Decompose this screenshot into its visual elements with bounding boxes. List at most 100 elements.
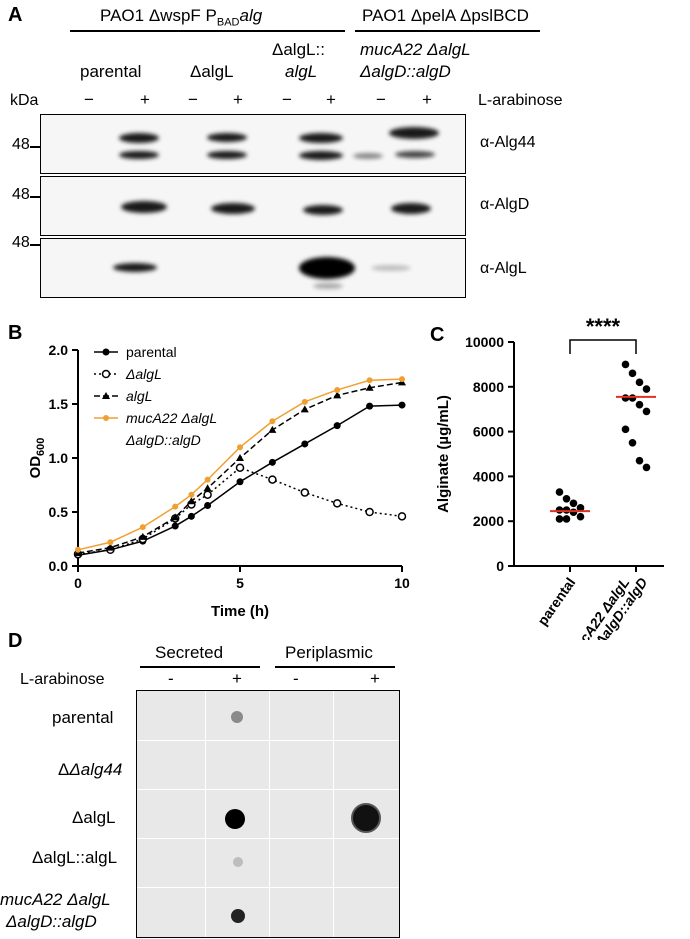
point-algl [300, 405, 309, 413]
data-point [621, 360, 630, 369]
x-tick-label: 5 [236, 575, 244, 591]
dot-blot-membrane [136, 690, 400, 938]
blot-algd [40, 176, 466, 236]
point-muca22 [75, 546, 81, 553]
point-parental [398, 401, 406, 409]
algd-label: α-AlgD [480, 196, 530, 213]
point-muca22 [107, 539, 114, 546]
d-row-muca22-1: mucA22 ΔalgL [0, 890, 111, 909]
panel-a-header-right: PAO1 ΔpelA ΔpslBCD [362, 6, 529, 25]
data-point [555, 488, 564, 496]
header-left-line [70, 30, 345, 32]
point-algl [333, 391, 342, 399]
alginate-chart: 0 2000 4000 6000 8000 10000 Alginate (µg/mL) **… [435, 314, 664, 640]
data-point [562, 506, 571, 514]
y-tick-label: 8000 [473, 379, 504, 395]
secreted-line [140, 666, 260, 668]
point-algl [365, 383, 374, 391]
dot-algl-secreted [225, 809, 245, 829]
data-point [635, 400, 644, 409]
lane-algl-comp-2: algL [285, 62, 318, 81]
marker-tick-2 [30, 196, 42, 198]
marker-48-2: 48 [12, 186, 30, 203]
d-sign-2: + [232, 669, 242, 688]
blot-algl [40, 238, 466, 298]
d-row-alg44: ΔΔalg44 [58, 760, 123, 779]
lane-algl-comp-1: ΔalgL:: [272, 40, 325, 59]
blot-alg44 [40, 114, 466, 174]
data-point [569, 508, 578, 517]
panel-a-header-left: PAO1 ΔwspF PBADalg [100, 6, 263, 29]
point-muca22 [399, 376, 405, 383]
legend-label: ΔalgL [125, 366, 162, 382]
significance-bracket [569, 339, 637, 354]
point-muca22 [237, 444, 243, 451]
legend-label: ΔalgD::algD [125, 432, 201, 448]
x-tick-label: 0 [74, 575, 82, 591]
sign-1: − [84, 90, 94, 109]
d-sign-1: - [168, 669, 174, 688]
data-point [576, 503, 585, 512]
point-muca22 [172, 503, 179, 510]
y-tick-label: 1.5 [49, 396, 69, 412]
y-tick-label: 4000 [473, 468, 504, 484]
point-delta-algl [300, 488, 310, 497]
marker-tick-3 [30, 244, 42, 246]
point-delta-algl [365, 507, 374, 517]
d-row-muca22-2: ΔalgD::algD [6, 912, 97, 931]
point-muca22 [269, 418, 276, 425]
data-point [576, 512, 585, 521]
marker-tick-1 [30, 146, 42, 148]
y-tick-label: 2000 [473, 513, 504, 529]
data-point [621, 425, 630, 434]
marker-48-1: 48 [12, 136, 30, 153]
point-algl [236, 454, 244, 461]
dot-algl-periplasmic [351, 803, 381, 833]
point-muca22 [204, 476, 211, 483]
x-tick-label: 10 [394, 575, 410, 591]
header-right-line [355, 30, 540, 32]
point-algl [187, 497, 196, 505]
series-line-0 [77, 404, 403, 556]
point-delta-algl [268, 475, 277, 484]
data-point [642, 407, 651, 416]
point-algl [171, 513, 180, 521]
sign-2: + [140, 90, 150, 109]
arabinose-label-d: L-arabinose [20, 671, 105, 688]
periplasmic-label: Periplasmic [285, 643, 373, 662]
panel-c-letter: C [430, 324, 445, 346]
point-parental [187, 512, 195, 520]
data-point [562, 515, 571, 523]
dot-algl-comp-secreted [233, 857, 243, 867]
point-algl [203, 484, 212, 492]
d-sign-4: + [370, 669, 380, 688]
lane-muca22-2: ΔalgD::algD [360, 62, 451, 81]
point-delta-algl [235, 463, 245, 472]
data-point [642, 463, 651, 472]
periplasmic-line [275, 666, 395, 668]
sign-3: − [188, 90, 198, 109]
point-muca22 [301, 398, 308, 405]
y-axis-label: OD600 [27, 438, 47, 479]
point-muca22 [366, 377, 373, 384]
legend-marker [102, 348, 110, 356]
y-axis-label: Alginate (µg/mL) [435, 395, 452, 513]
y-tick-label: 0 [496, 558, 504, 574]
data-point [562, 495, 571, 503]
kda-label: kDa [10, 92, 39, 109]
legend-label: parental [126, 344, 177, 360]
series-line-1 [77, 466, 403, 555]
lane-delta-algl: ΔalgL [190, 62, 234, 81]
alg44-label: α-Alg44 [480, 134, 536, 151]
point-algl [106, 543, 115, 551]
point-delta-algl [397, 512, 407, 521]
point-delta-algl [203, 490, 212, 499]
point-muca22 [188, 491, 195, 498]
point-muca22 [139, 524, 146, 531]
point-muca22 [334, 386, 341, 393]
lane-muca22-1: mucA22 ΔalgL [360, 40, 471, 59]
data-point [642, 385, 651, 393]
data-point [628, 439, 637, 447]
sign-6: + [326, 90, 336, 109]
point-parental [268, 458, 276, 466]
